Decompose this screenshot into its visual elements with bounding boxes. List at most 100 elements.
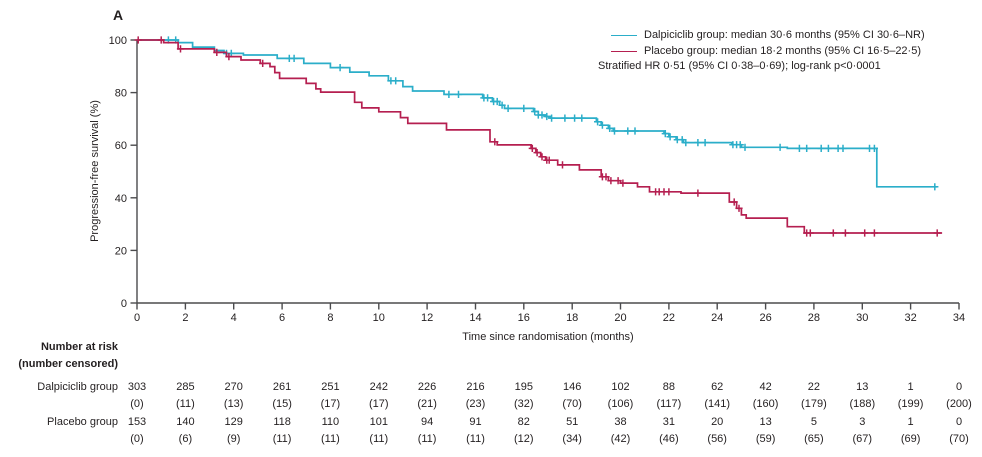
risk-at-risk-value: 42 <box>759 381 772 393</box>
risk-censored-value: (6) <box>178 433 193 445</box>
x-tick-label: 16 <box>518 312 530 324</box>
risk-at-risk-value: 195 <box>514 381 533 393</box>
placebo-line-swatch-icon <box>611 50 637 52</box>
risk-censored-value: (11) <box>272 433 292 445</box>
risk-at-risk-value: 5 <box>810 416 817 428</box>
panel-label: A <box>113 7 124 23</box>
risk-at-risk-value: 1 <box>907 416 914 428</box>
x-tick-label: 10 <box>373 312 385 324</box>
risk-at-risk-value: 101 <box>369 416 388 428</box>
risk-censored-value: (13) <box>223 398 244 410</box>
risk-censored-value: (117) <box>656 398 682 410</box>
risk-at-risk-value: 261 <box>272 381 292 393</box>
legend-label-placebo: Placebo group: median 18·2 months (95% C… <box>644 45 921 57</box>
y-tick-label: 40 <box>115 193 127 205</box>
axes <box>130 39 960 310</box>
risk-at-risk-value: 251 <box>321 381 340 393</box>
y-tick-label: 60 <box>115 140 127 152</box>
risk-at-risk-value: 0 <box>955 381 963 393</box>
x-tick-label: 28 <box>808 312 820 324</box>
risk-at-risk-value: 102 <box>611 381 630 393</box>
risk-at-risk-value: 38 <box>614 416 627 428</box>
risk-censored-value: (70) <box>562 398 582 410</box>
risk-at-risk-value: 146 <box>563 381 582 393</box>
risk-table-header-line2: (number censored) <box>18 358 118 370</box>
legend-entry-placebo: Placebo group: median 18·2 months (95% C… <box>611 45 921 57</box>
x-tick-label: 4 <box>231 312 237 324</box>
risk-censored-value: (21) <box>417 398 437 410</box>
risk-censored-value: (9) <box>226 433 241 445</box>
censor-marks-placebo <box>134 36 941 237</box>
risk-row-label-dalpiciclib: Dalpiciclib group <box>37 381 118 393</box>
x-tick-label: 20 <box>614 312 626 324</box>
risk-censored-value: (11) <box>369 433 389 445</box>
y-tick-label: 20 <box>115 245 127 257</box>
risk-censored-value: (11) <box>466 433 485 445</box>
risk-at-risk-value: 216 <box>466 381 485 393</box>
x-tick-label: 6 <box>279 312 285 324</box>
x-tick-label: 12 <box>421 312 433 324</box>
risk-censored-value: (67) <box>852 433 873 445</box>
legend-label-dalpiciclib: Dalpiciclib group: median 30·6 months (9… <box>644 29 925 41</box>
risk-at-risk-value: 51 <box>566 416 579 428</box>
x-tick-label: 22 <box>663 312 675 324</box>
x-tick-label: 30 <box>856 312 868 324</box>
risk-at-risk-value: 94 <box>420 416 434 428</box>
x-axis-title: Time since randomisation (months) <box>462 331 633 343</box>
risk-at-risk-value: 31 <box>662 416 676 428</box>
stratified-hr-note: Stratified HR 0·51 (95% CI 0·38–0·69); l… <box>598 60 881 72</box>
risk-at-risk-value: 0 <box>955 416 963 428</box>
risk-censored-value: (17) <box>369 398 389 410</box>
risk-at-risk-value: 118 <box>273 416 291 428</box>
risk-censored-value: (200) <box>946 398 972 410</box>
x-tick-label: 26 <box>759 312 771 324</box>
x-tick-label: 34 <box>953 312 965 324</box>
x-tick-label: 2 <box>182 312 188 324</box>
risk-at-risk-value: 270 <box>224 381 243 393</box>
risk-censored-value: (32) <box>514 398 534 410</box>
risk-at-risk-value: 1 <box>907 381 914 393</box>
censor-marks-dalpiciclib <box>164 36 939 191</box>
risk-censored-value: (46) <box>659 433 679 445</box>
risk-censored-value: (59) <box>755 433 776 445</box>
y-tick-label: 100 <box>109 35 127 47</box>
x-tick-label: 32 <box>904 312 916 324</box>
risk-censored-value: (160) <box>752 398 779 410</box>
risk-at-risk-value: 110 <box>321 416 340 428</box>
risk-censored-value: (34) <box>562 433 582 445</box>
risk-censored-value: (42) <box>610 433 631 445</box>
risk-censored-value: (12) <box>514 433 534 445</box>
y-axis-title: Progression-free survival (%) <box>89 100 101 242</box>
risk-at-risk-value: 13 <box>759 416 772 428</box>
risk-at-risk-value: 88 <box>662 381 676 393</box>
risk-censored-value: (11) <box>176 398 195 410</box>
risk-censored-value: (0) <box>130 433 144 445</box>
risk-table-header-line1: Number at risk <box>40 341 118 353</box>
risk-censored-value: (141) <box>704 398 731 410</box>
risk-at-risk-value: 129 <box>224 416 243 428</box>
risk-at-risk-value: 82 <box>517 416 530 428</box>
x-tick-label: 8 <box>327 312 333 324</box>
risk-at-risk-value: 13 <box>856 381 869 393</box>
x-tick-label: 18 <box>566 312 578 324</box>
risk-censored-value: (15) <box>272 398 292 410</box>
risk-at-risk-value: 242 <box>369 381 388 393</box>
risk-censored-value: (69) <box>900 433 921 445</box>
x-tick-label: 24 <box>711 312 723 324</box>
risk-censored-value: (11) <box>417 433 437 445</box>
risk-at-risk-value: 3 <box>859 416 866 428</box>
x-tick-label: 14 <box>469 312 481 324</box>
risk-at-risk-value: 22 <box>807 381 821 393</box>
risk-censored-value: (23) <box>465 398 486 410</box>
y-tick-label: 80 <box>115 88 127 100</box>
risk-at-risk-value: 303 <box>127 381 147 393</box>
risk-censored-value: (11) <box>321 433 340 445</box>
legend-entry-dalpiciclib: Dalpiciclib group: median 30·6 months (9… <box>611 29 925 41</box>
risk-at-risk-value: 91 <box>469 416 482 428</box>
y-tick-label: 0 <box>121 298 127 310</box>
risk-at-risk-value: 153 <box>127 416 147 428</box>
risk-censored-value: (56) <box>707 433 727 445</box>
